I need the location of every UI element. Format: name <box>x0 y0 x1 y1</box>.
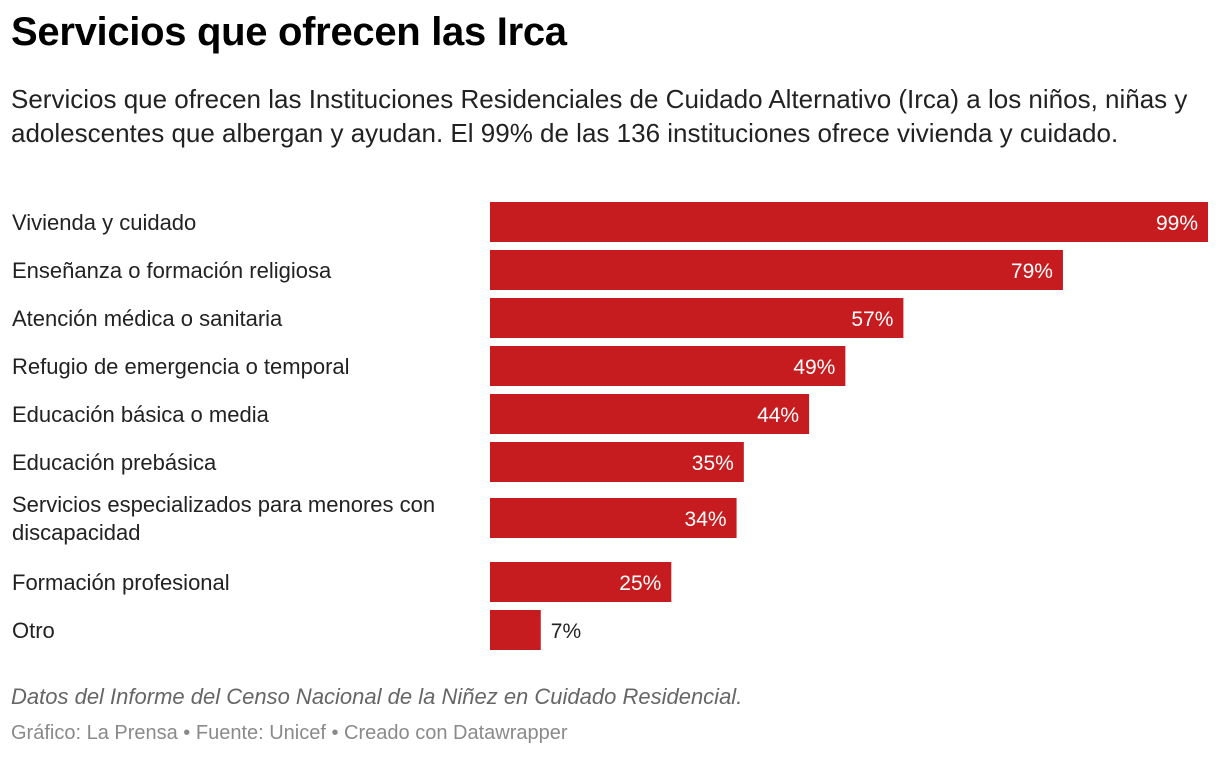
bar <box>490 498 737 538</box>
value-label: 35% <box>692 452 734 475</box>
category-label: Formación profesional <box>12 570 230 595</box>
chart-subtitle: Servicios que ofrecen las Instituciones … <box>11 84 1188 148</box>
value-label: 99% <box>1156 212 1198 235</box>
value-label: 49% <box>793 356 835 379</box>
value-label: 57% <box>851 308 893 331</box>
category-label: Enseñanza o formación religiosa <box>12 258 332 283</box>
bar <box>490 562 672 602</box>
bar <box>490 442 744 482</box>
category-label: Servicios especializados para menores co… <box>12 492 435 545</box>
bar <box>490 250 1063 290</box>
category-label: Educación prebásica <box>12 450 217 475</box>
value-label: 25% <box>619 572 661 595</box>
bar <box>490 202 1208 242</box>
bar <box>490 394 810 434</box>
value-label: 44% <box>757 404 799 427</box>
chart-notes: Datos del Informe del Censo Nacional de … <box>11 684 743 709</box>
value-label: 79% <box>1011 260 1053 283</box>
bar <box>490 298 904 338</box>
chart-footer: Gráfico: La Prensa • Fuente: Unicef • Cr… <box>11 722 568 744</box>
category-label: Atención médica o sanitaria <box>12 306 283 331</box>
bar-chart: Vivienda y cuidado 99% Enseñanza o formaci… <box>12 202 1208 650</box>
category-label: Otro <box>12 618 55 643</box>
category-label: Refugio de emergencia o temporal <box>12 354 350 379</box>
value-label: 7% <box>551 620 581 643</box>
bar <box>490 610 541 650</box>
chart-title: Servicios que ofrecen las Irca <box>11 10 567 54</box>
category-label: Vivienda y cuidado <box>12 210 196 235</box>
value-label: 34% <box>685 508 727 531</box>
category-label: Educación básica o media <box>12 402 270 427</box>
bar <box>490 346 846 386</box>
